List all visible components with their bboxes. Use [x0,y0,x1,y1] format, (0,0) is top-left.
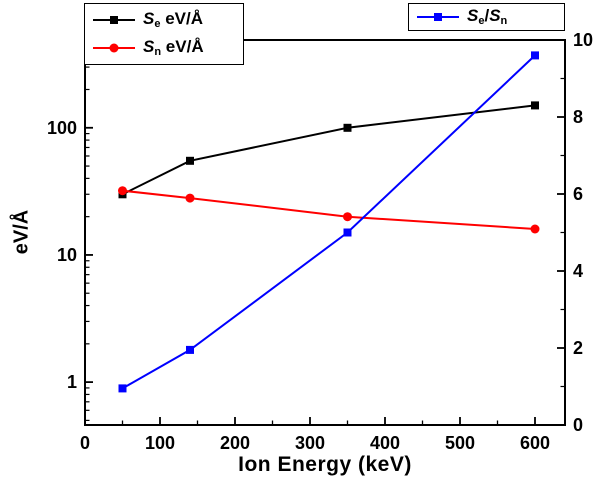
svg-text:0: 0 [573,415,583,435]
se-legend-label: Se eV/Å [143,9,203,30]
series-se_over_sn [118,51,539,393]
series-se [118,101,539,199]
svg-text:2: 2 [573,338,583,358]
svg-text:6: 6 [573,184,583,204]
ratio-line-marker-icon [417,13,459,21]
legend-item-ratio: Se/Sn [415,6,558,28]
svg-text:200: 200 [220,433,250,453]
x-axis-label: Ion Energy (keV) [238,453,412,476]
svg-text:300: 300 [295,433,325,453]
svg-text:10: 10 [57,245,77,265]
se-line-marker-icon [93,16,135,24]
svg-text:100: 100 [145,433,175,453]
svg-text:100: 100 [47,118,77,138]
y-axis-left: 1 10 100 [47,50,93,421]
y-axis-label: eV/Å [10,209,33,255]
legend-left: Se eV/Å Sn eV/Å [84,3,244,65]
ratio-legend-label: Se/Sn [467,6,508,27]
plot-frame [84,39,566,426]
legend-item-se: Se eV/Å [91,6,237,34]
x-axis: 0 100 200 300 400 500 600 [80,417,550,453]
legend-item-sn: Sn eV/Å [91,34,237,62]
svg-text:1: 1 [67,372,77,392]
svg-text:600: 600 [520,433,550,453]
sn-legend-label: Sn eV/Å [143,37,204,58]
y-axis-right: 0 2 4 6 8 10 [557,30,593,435]
series-sn [118,186,540,234]
svg-text:8: 8 [573,107,583,127]
svg-text:10: 10 [573,30,593,50]
svg-text:0: 0 [80,433,90,453]
sn-line-marker-icon [93,43,135,53]
svg-text:400: 400 [370,433,400,453]
legend-right: Se/Sn [408,3,565,31]
svg-text:4: 4 [573,261,583,281]
svg-text:500: 500 [445,433,475,453]
